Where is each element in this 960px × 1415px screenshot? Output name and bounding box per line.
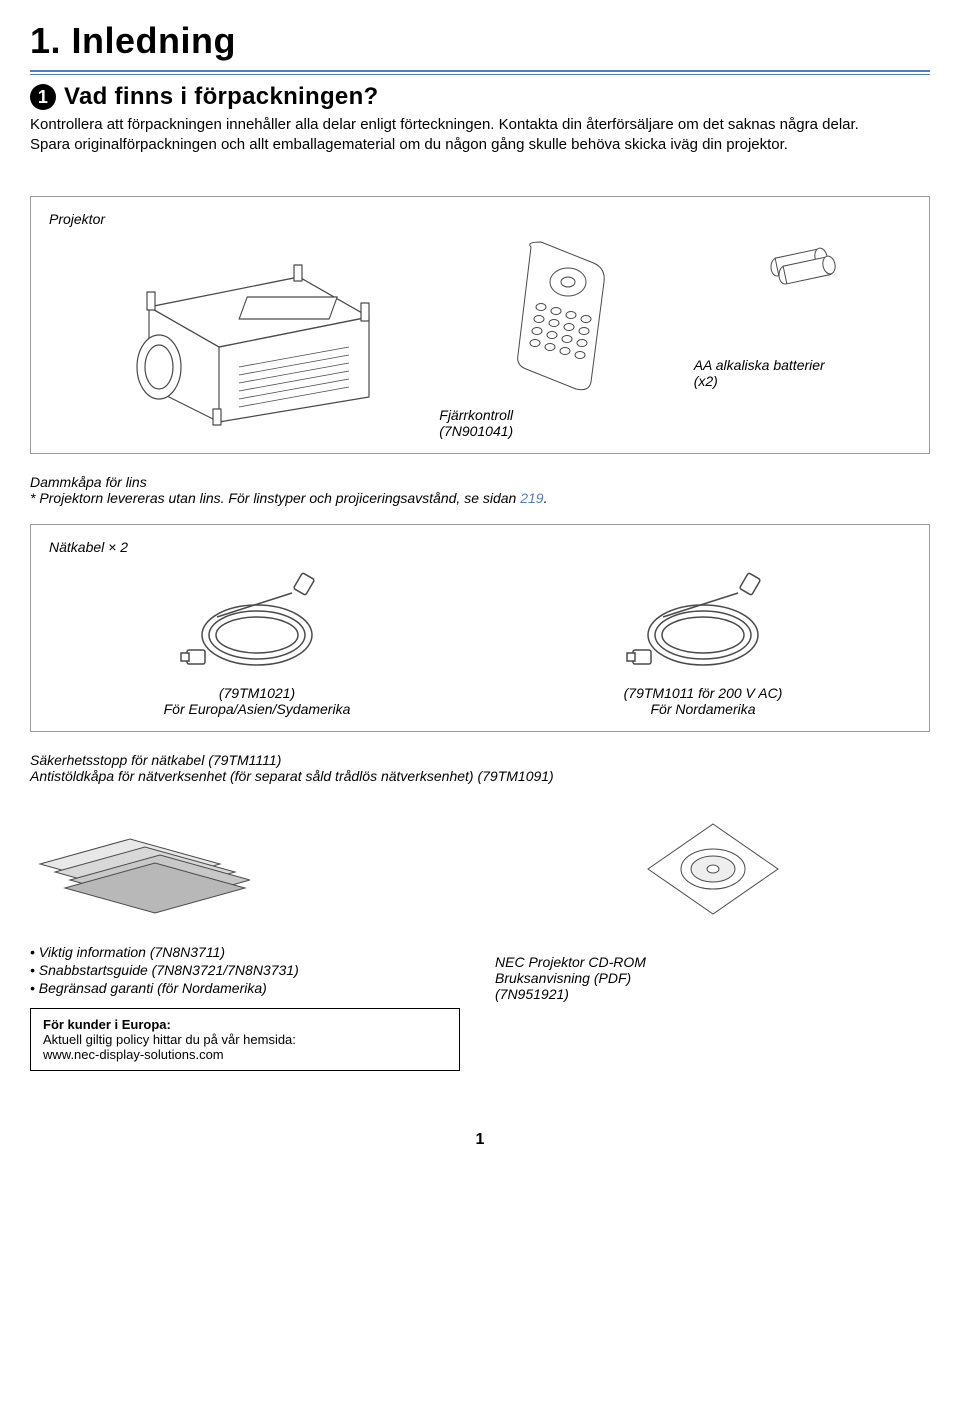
section-title-text: Vad finns i förpackningen? <box>64 83 379 111</box>
battery-label: AA alkaliska batterier <box>694 357 911 373</box>
cdrom-illustration <box>495 814 930 924</box>
contents-box-1: Projektor <box>30 196 930 454</box>
cdrom-line1: NEC Projektor CD-ROM <box>495 954 930 970</box>
intro-paragraph-1: Kontrollera att förpackningen innehåller… <box>30 116 859 133</box>
remote-label: Fjärrkontroll <box>439 407 683 423</box>
section-number-icon: 1 <box>30 84 56 110</box>
remote-part: (7N901041) <box>439 423 683 439</box>
contents-box-2: Nätkabel × 2 <box>30 524 930 732</box>
cable-eu-illustration <box>49 565 465 685</box>
cdrom-line2: Bruksanvisning (PDF) <box>495 970 930 986</box>
rule-top <box>30 70 930 72</box>
europe-notice-body: Aktuell giltig policy hittar du på vår h… <box>43 1032 447 1047</box>
europe-notice-head: För kunder i Europa: <box>43 1017 447 1032</box>
cable-eu-part: (79TM1021) <box>49 685 465 701</box>
power-cable-title: Nätkabel × 2 <box>49 539 911 555</box>
lens-note-line2b: . <box>544 490 548 506</box>
lens-note-page-link[interactable]: 219 <box>520 490 543 506</box>
projector-label: Projektor <box>49 211 911 227</box>
intro-text: Kontrollera att förpackningen innehåller… <box>30 115 930 156</box>
chapter-title: 1. Inledning <box>30 20 930 62</box>
cable-eu-region: För Europa/Asien/Sydamerika <box>49 701 465 717</box>
lens-note-line1: Dammkåpa för lins <box>30 474 930 490</box>
safety-notes: Säkerhetsstopp för nätkabel (79TM1111) A… <box>30 752 930 784</box>
cdrom-part: (7N951921) <box>495 986 930 1002</box>
bullet-item: Snabbstartsguide (7N8N3721/7N8N3731) <box>30 962 465 978</box>
documents-illustration <box>30 814 465 924</box>
cable-na-region: För Nordamerika <box>495 701 911 717</box>
lens-note-line2a: * Projektorn levereras utan lins. För li… <box>30 490 520 506</box>
rule-bottom <box>30 74 930 75</box>
cable-na-illustration <box>495 565 911 685</box>
document-bullets: Viktig information (7N8N3711) Snabbstart… <box>30 944 465 996</box>
section-title: 1 Vad finns i förpackningen? <box>30 83 930 111</box>
remote-illustration <box>439 237 683 397</box>
battery-qty: (x2) <box>694 373 911 389</box>
page-number: 1 <box>30 1131 930 1149</box>
cdrom-label-block: NEC Projektor CD-ROM Bruksanvisning (PDF… <box>495 954 930 1002</box>
europe-notice-box: För kunder i Europa: Aktuell giltig poli… <box>30 1008 460 1071</box>
projector-illustration <box>49 237 429 437</box>
intro-paragraph-2: Spara originalförpackningen och allt emb… <box>30 136 788 153</box>
docs-row: Viktig information (7N8N3711) Snabbstart… <box>30 814 930 1071</box>
bullet-item: Begränsad garanti (för Nordamerika) <box>30 980 465 996</box>
safety-stop-line: Säkerhetsstopp för nätkabel (79TM1111) <box>30 752 930 768</box>
europe-notice-url: www.nec-display-solutions.com <box>43 1047 447 1062</box>
batteries-illustration <box>694 237 911 287</box>
antitheft-line: Antistöldkåpa för nätverksenhet (för sep… <box>30 768 930 784</box>
bullet-item: Viktig information (7N8N3711) <box>30 944 465 960</box>
lens-note: Dammkåpa för lins * Projektorn levereras… <box>30 474 930 506</box>
cable-na-part: (79TM1011 för 200 V AC) <box>495 685 911 701</box>
